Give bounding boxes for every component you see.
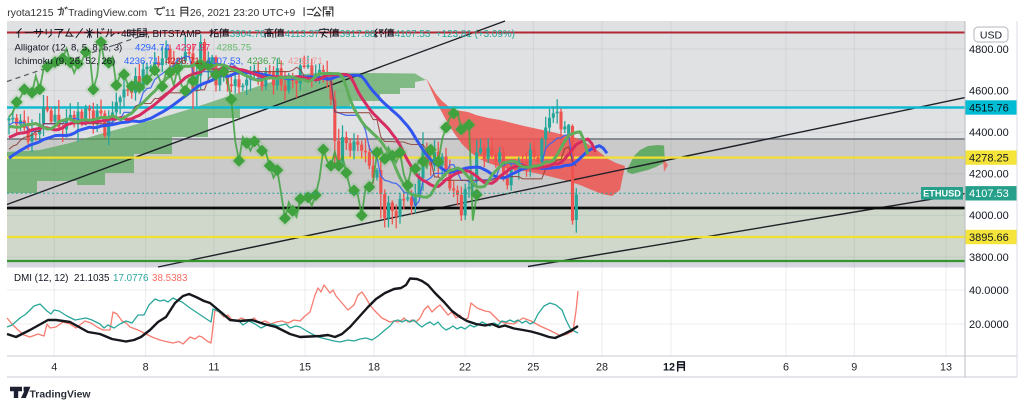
svg-text:11: 11: [165, 8, 176, 19]
svg-text:4236.71,: 4236.71,: [124, 56, 161, 67]
svg-text:25: 25: [527, 361, 539, 373]
svg-text:13: 13: [940, 361, 952, 373]
svg-text:4297.97: 4297.97: [176, 43, 211, 54]
svg-text:20.0000: 20.0000: [969, 319, 1009, 331]
svg-text:4236.71,: 4236.71,: [165, 56, 202, 67]
svg-text:4: 4: [51, 361, 57, 373]
svg-text:4107.53: 4107.53: [969, 188, 1009, 200]
svg-text:3800.00: 3800.00: [969, 252, 1009, 264]
svg-text:4400.00: 4400.00: [969, 127, 1009, 139]
svg-text:4113.37: 4113.37: [285, 29, 320, 40]
svg-text:4236.71: 4236.71: [288, 56, 323, 67]
svg-text:12: 12: [663, 361, 675, 373]
svg-text:17.0776: 17.0776: [113, 273, 149, 284]
svg-text:USD: USD: [980, 30, 1003, 42]
svg-text:28: 28: [596, 361, 608, 373]
svg-text:4107.53,: 4107.53,: [206, 56, 243, 67]
svg-text:38.5383: 38.5383: [152, 273, 188, 284]
svg-text:4107.53: 4107.53: [395, 29, 431, 40]
svg-text:40.0000: 40.0000: [969, 285, 1009, 297]
svg-text:Alligator (12, 8, 5, 8, 5, 3): Alligator (12, 8, 5, 8, 5, 3): [15, 43, 123, 54]
svg-text:4: 4: [121, 29, 127, 40]
svg-text:6: 6: [783, 361, 789, 373]
svg-text:4278.25: 4278.25: [969, 152, 1009, 164]
svg-text:TradingView: TradingView: [30, 389, 92, 400]
svg-text:4200.00: 4200.00: [969, 169, 1009, 181]
svg-text:DMI (12, 12): DMI (12, 12): [14, 273, 68, 284]
svg-text:4600.00: 4600.00: [969, 85, 1009, 97]
svg-text:Ichimoku (9, 26, 52, 26): Ichimoku (9, 26, 52, 26): [15, 56, 116, 67]
svg-text:11: 11: [208, 361, 219, 373]
svg-text:18: 18: [368, 361, 380, 373]
svg-text:22: 22: [459, 361, 471, 373]
svg-text:4236.71,: 4236.71,: [247, 56, 284, 67]
svg-text:TradingView.com: TradingView.com: [68, 8, 147, 19]
svg-text:4800.00: 4800.00: [969, 44, 1009, 56]
svg-text:3895.66: 3895.66: [969, 232, 1009, 244]
svg-text:+123.81 (+3.09%): +123.81 (+3.09%): [436, 29, 515, 40]
svg-text:4294.74: 4294.74: [135, 43, 170, 54]
svg-text:4515.76: 4515.76: [969, 102, 1009, 114]
svg-text:21.1035: 21.1035: [74, 273, 110, 284]
svg-text:9: 9: [851, 361, 857, 373]
svg-text:4285.75: 4285.75: [217, 43, 252, 54]
svg-text:8: 8: [143, 361, 149, 373]
svg-text:ryota1215: ryota1215: [7, 8, 53, 19]
svg-text:3904.76: 3904.76: [230, 29, 266, 40]
svg-text:15: 15: [299, 361, 311, 373]
svg-text:ETHUSD: ETHUSD: [923, 189, 961, 199]
svg-text:4000.00: 4000.00: [969, 210, 1009, 222]
svg-text:, BITSTAMP: , BITSTAMP: [147, 29, 202, 40]
svg-text:26, 2021 23:20 UTC+9: 26, 2021 23:20 UTC+9: [190, 8, 296, 19]
svg-text:3917.88: 3917.88: [340, 29, 376, 40]
